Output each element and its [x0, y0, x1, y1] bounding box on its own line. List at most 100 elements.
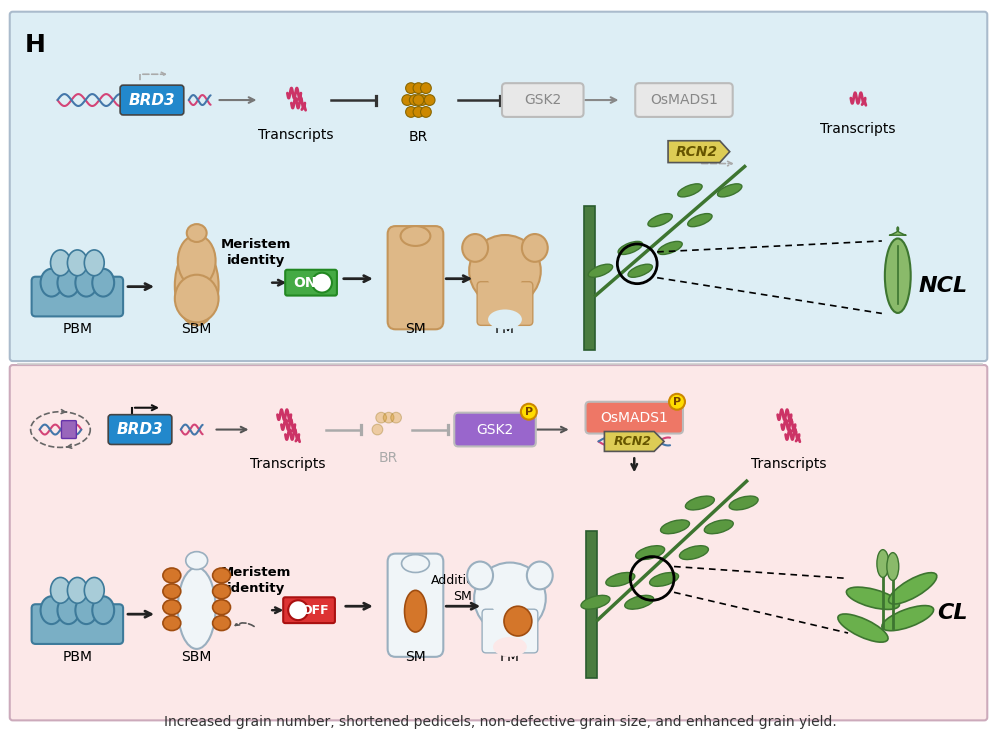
Ellipse shape: [163, 600, 181, 614]
Circle shape: [669, 394, 685, 410]
Ellipse shape: [67, 577, 87, 603]
Text: ON: ON: [293, 276, 317, 289]
Bar: [586, 531, 597, 677]
Circle shape: [413, 107, 424, 117]
FancyBboxPatch shape: [10, 365, 987, 720]
Ellipse shape: [92, 269, 114, 297]
Circle shape: [372, 424, 383, 435]
Ellipse shape: [889, 573, 937, 604]
Circle shape: [424, 95, 435, 105]
Circle shape: [413, 83, 424, 93]
FancyBboxPatch shape: [108, 415, 172, 444]
Text: P: P: [673, 397, 681, 407]
Text: Additional
SM: Additional SM: [431, 574, 494, 603]
Text: OFF: OFF: [301, 604, 329, 617]
Ellipse shape: [51, 577, 70, 603]
FancyBboxPatch shape: [285, 270, 337, 295]
Ellipse shape: [75, 597, 97, 624]
Text: P: P: [525, 407, 533, 417]
Ellipse shape: [57, 269, 79, 297]
Text: Transcripts: Transcripts: [820, 122, 896, 136]
Text: BR: BR: [379, 451, 398, 465]
Text: PBM: PBM: [62, 650, 92, 664]
Circle shape: [417, 95, 428, 105]
Ellipse shape: [187, 224, 207, 242]
Ellipse shape: [504, 606, 532, 636]
Circle shape: [406, 83, 416, 93]
Text: FM: FM: [495, 322, 515, 336]
Ellipse shape: [178, 235, 216, 286]
Ellipse shape: [882, 605, 934, 631]
Circle shape: [409, 95, 420, 105]
Ellipse shape: [838, 614, 888, 642]
Ellipse shape: [163, 616, 181, 631]
Text: Meristem
identity: Meristem identity: [221, 566, 292, 595]
Ellipse shape: [213, 584, 231, 599]
Polygon shape: [668, 141, 730, 162]
Ellipse shape: [84, 577, 104, 603]
Ellipse shape: [474, 562, 546, 634]
Ellipse shape: [213, 616, 231, 631]
Circle shape: [312, 273, 332, 292]
FancyBboxPatch shape: [32, 277, 123, 316]
FancyBboxPatch shape: [502, 83, 584, 117]
Text: SM: SM: [405, 650, 426, 664]
Text: SM: SM: [405, 322, 426, 336]
Text: CL: CL: [937, 603, 967, 623]
Text: RCN2: RCN2: [613, 435, 651, 448]
Ellipse shape: [679, 545, 708, 559]
Ellipse shape: [92, 597, 114, 624]
Circle shape: [391, 413, 401, 423]
Ellipse shape: [628, 264, 652, 278]
Ellipse shape: [588, 264, 613, 278]
Ellipse shape: [51, 250, 70, 276]
Text: GSK2: GSK2: [524, 93, 561, 107]
Ellipse shape: [469, 235, 541, 306]
Ellipse shape: [462, 234, 488, 262]
Text: BRD3: BRD3: [117, 422, 163, 437]
Circle shape: [421, 83, 431, 93]
Ellipse shape: [606, 573, 635, 586]
Text: BR: BR: [409, 130, 428, 144]
FancyBboxPatch shape: [10, 12, 987, 361]
Text: SBM: SBM: [182, 322, 212, 336]
Ellipse shape: [163, 568, 181, 583]
Ellipse shape: [678, 184, 702, 197]
FancyBboxPatch shape: [454, 413, 536, 447]
Circle shape: [521, 404, 537, 420]
FancyBboxPatch shape: [586, 401, 683, 433]
Ellipse shape: [489, 568, 531, 619]
FancyBboxPatch shape: [388, 554, 443, 657]
Ellipse shape: [877, 550, 889, 577]
FancyBboxPatch shape: [32, 604, 123, 644]
Ellipse shape: [625, 595, 654, 609]
Ellipse shape: [661, 520, 690, 533]
FancyArrowPatch shape: [889, 227, 906, 235]
Text: GSK2: GSK2: [476, 422, 514, 436]
Text: BRD3: BRD3: [129, 93, 175, 108]
Text: Transcripts: Transcripts: [258, 128, 334, 142]
Text: OsMADS1: OsMADS1: [650, 93, 718, 107]
Ellipse shape: [75, 269, 97, 297]
Ellipse shape: [484, 240, 526, 292]
Ellipse shape: [618, 241, 642, 255]
Ellipse shape: [887, 553, 899, 580]
Ellipse shape: [636, 545, 665, 559]
Circle shape: [383, 413, 394, 423]
Ellipse shape: [178, 568, 216, 649]
Ellipse shape: [581, 595, 610, 609]
Ellipse shape: [57, 597, 79, 624]
Ellipse shape: [84, 250, 104, 276]
Ellipse shape: [67, 250, 87, 276]
Text: PBM: PBM: [62, 322, 92, 336]
Ellipse shape: [186, 551, 208, 570]
Ellipse shape: [405, 591, 426, 632]
Circle shape: [288, 600, 308, 620]
Text: NCL: NCL: [918, 275, 967, 295]
Ellipse shape: [885, 238, 911, 313]
Ellipse shape: [522, 234, 548, 262]
Ellipse shape: [182, 272, 212, 294]
Ellipse shape: [718, 184, 742, 197]
Circle shape: [421, 107, 431, 117]
Polygon shape: [604, 432, 664, 451]
